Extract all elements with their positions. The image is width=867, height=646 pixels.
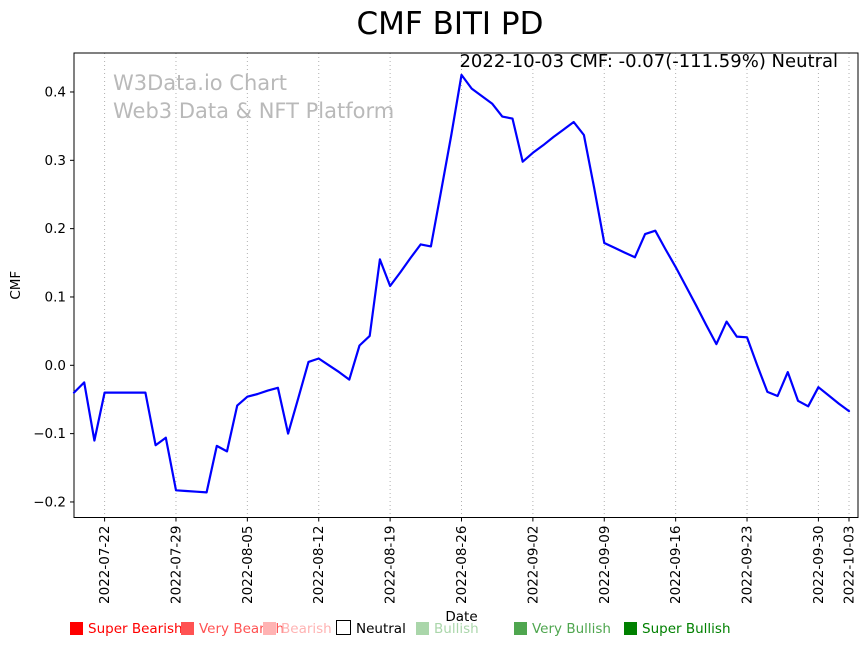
x-tick-label: 2022-08-26 [454, 526, 470, 604]
y-tick-label: 0.2 [45, 221, 66, 237]
legend-swatch-very-bullish [514, 622, 527, 635]
legend-label-bearish: Bearish [281, 621, 332, 637]
y-tick-label: 0.4 [45, 84, 66, 100]
x-tick-label: 2022-09-30 [811, 526, 827, 604]
watermark: W3Data.io Chart Web3 Data & NFT Platform [113, 70, 394, 125]
legend-item-very-bullish: Very Bullish [514, 619, 611, 637]
legend-swatch-super-bullish [624, 622, 637, 635]
legend-swatch-bearish [263, 622, 276, 635]
x-tick-label: 2022-08-19 [383, 526, 399, 604]
y-tick-label: 0.1 [45, 289, 66, 305]
legend-item-bearish: Bearish [263, 619, 332, 637]
axes-frame [73, 52, 859, 518]
x-tick-label: 2022-09-09 [597, 526, 613, 604]
y-tick-label: 0.3 [45, 153, 66, 169]
x-axis-label: Date [445, 609, 477, 625]
legend-label-neutral: Neutral [356, 621, 406, 637]
legend-swatch-neutral [336, 620, 351, 635]
legend-label-bullish: Bullish [434, 621, 479, 637]
chart-title: CMF BITI PD [356, 6, 544, 42]
cmf-line [72, 73, 851, 494]
x-tick-label: 2022-07-29 [168, 526, 184, 604]
legend-swatch-very-bearish [181, 622, 194, 635]
legend-item-bullish: Bullish [416, 619, 479, 637]
latest-value-annotation: 2022-10-03 CMF: -0.07(-111.59%) Neutral [459, 51, 838, 72]
legend-item-super-bearish: Super Bearish [70, 619, 183, 637]
x-tick-label: 2022-09-02 [525, 526, 541, 604]
y-tick-label: −0.1 [33, 426, 66, 442]
x-tick-label: 2022-10-03 [842, 526, 858, 604]
watermark-line2: Web3 Data & NFT Platform [113, 98, 395, 123]
legend-swatch-bullish [416, 622, 429, 635]
legend-label-very-bullish: Very Bullish [532, 621, 611, 637]
legend-item-very-bearish: Very Bearish [181, 619, 284, 637]
x-tick-label: 2022-08-05 [240, 526, 256, 604]
x-tick-label: 2022-07-22 [97, 526, 113, 604]
watermark-line1: W3Data.io Chart [113, 71, 288, 95]
x-tick-label: 2022-08-12 [311, 526, 327, 604]
legend-label-very-bearish: Very Bearish [199, 621, 285, 637]
y-tick-label: −0.2 [33, 494, 66, 510]
legend: Super Bearish Very Bearish Bearish Neutral B… [0, 619, 867, 643]
x-tick-label: 2022-09-23 [740, 526, 756, 604]
legend-item-neutral: Neutral [336, 619, 406, 637]
x-tick-label: 2022-09-16 [668, 526, 684, 604]
legend-swatch-super-bearish [70, 622, 83, 635]
y-tick-label: 0.0 [45, 358, 66, 374]
legend-label-super-bearish: Super Bearish [88, 621, 183, 637]
y-axis-label: CMF [8, 271, 24, 300]
legend-item-super-bullish: Super Bullish [624, 619, 731, 637]
legend-label-super-bullish: Super Bullish [642, 621, 731, 637]
